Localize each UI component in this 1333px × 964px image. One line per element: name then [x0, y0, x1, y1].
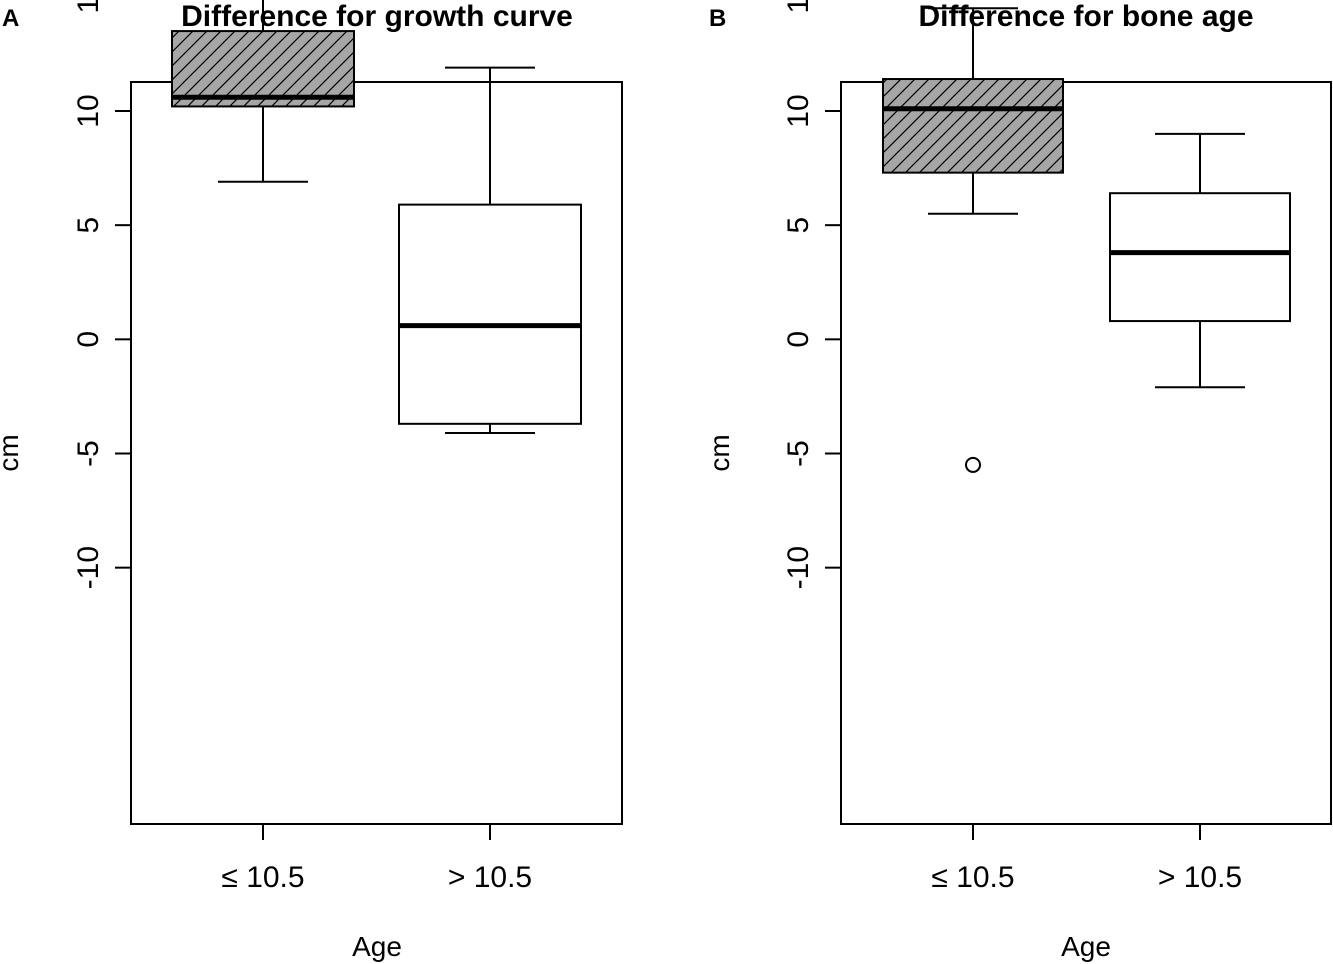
panel-b: B Difference for bone age -10-505101520 …: [704, 0, 1332, 962]
chart-title: Difference for bone age: [918, 0, 1253, 33]
y-tick-label: 15: [782, 0, 815, 14]
y-tick-label: 0: [72, 331, 105, 348]
y-tick-label: 0: [782, 331, 815, 348]
chart-title: Difference for growth curve: [181, 0, 573, 33]
x-tick-label: ≤ 10.5: [931, 861, 1014, 894]
y-tick-label: -5: [782, 440, 815, 467]
boxes: [882, 7, 1291, 473]
y-axis: -10-505101520: [782, 0, 841, 589]
x-axis: ≤ 10.5 > 10.5: [931, 824, 1242, 894]
y-tick-label: 5: [72, 217, 105, 234]
x-tick-label: ≤ 10.5: [221, 861, 304, 894]
iqr-box: [1109, 192, 1291, 323]
y-tick-label: -10: [782, 546, 815, 589]
panel-letter: B: [709, 5, 726, 32]
y-tick-label: 15: [72, 0, 105, 14]
x-axis: ≤ 10.5 > 10.5: [221, 824, 532, 894]
x-tick-label: > 10.5: [448, 861, 532, 894]
y-tick-label: -5: [72, 440, 105, 467]
iqr-box: [171, 30, 355, 108]
boxes: [171, 0, 582, 434]
panel-letter: A: [2, 5, 19, 32]
y-axis-label: cm: [704, 434, 735, 471]
x-tick-label: > 10.5: [1158, 861, 1242, 894]
y-tick-label: 10: [782, 94, 815, 127]
plot-frame: [130, 81, 623, 825]
x-axis-label: Age: [1061, 931, 1111, 962]
y-axis: -10-505101520: [72, 0, 131, 589]
y-tick-label: -10: [72, 546, 105, 589]
y-tick-label: 5: [782, 217, 815, 234]
y-axis-label: cm: [0, 434, 24, 471]
panel-a: A Difference for growth curve -10 -5 0 5 10 1…: [0, 0, 623, 962]
iqr-box: [398, 203, 582, 425]
y-tick-label: 10: [72, 94, 105, 127]
outlier-point: [965, 456, 981, 473]
iqr-box: [882, 78, 1064, 174]
x-axis-label: Age: [352, 931, 402, 962]
